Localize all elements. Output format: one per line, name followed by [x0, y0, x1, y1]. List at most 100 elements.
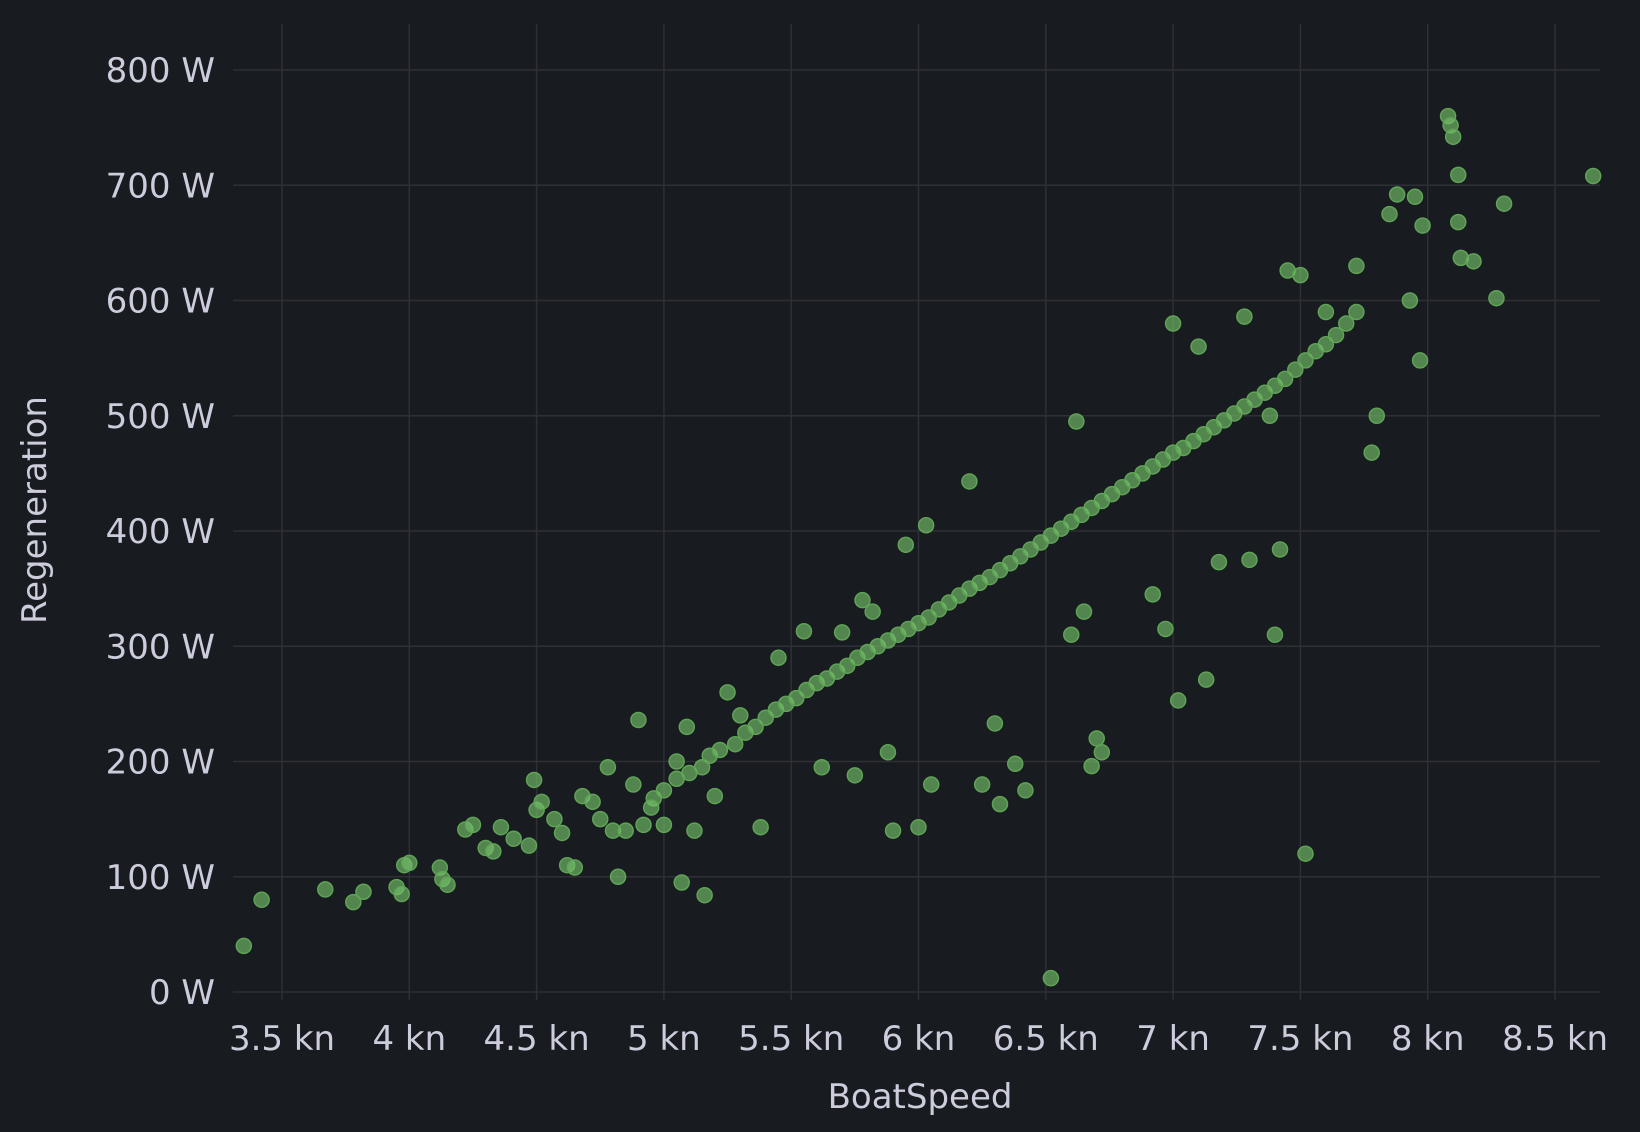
scatter-point[interactable] — [1292, 266, 1309, 284]
scatter-point[interactable] — [1450, 213, 1467, 231]
scatter-point[interactable] — [1190, 338, 1207, 355]
scatter-point[interactable] — [655, 782, 673, 799]
scatter-point[interactable] — [770, 649, 787, 667]
scatter-point[interactable] — [1327, 326, 1345, 344]
scatter-point[interactable] — [854, 591, 871, 609]
scatter-point[interactable] — [235, 937, 253, 955]
scatter-point[interactable] — [1169, 692, 1187, 709]
scatter-point[interactable] — [1093, 744, 1111, 761]
scatter-point[interactable] — [1414, 217, 1431, 234]
scatter-point[interactable] — [1236, 308, 1253, 325]
scatter-point[interactable] — [592, 810, 609, 828]
scatter-point[interactable] — [1068, 413, 1085, 430]
scatter-point[interactable] — [492, 818, 510, 836]
scatter-point[interactable] — [1157, 620, 1174, 638]
scatter-point[interactable] — [1017, 782, 1034, 799]
scatter-point[interactable] — [795, 623, 813, 640]
scatter-point[interactable] — [253, 891, 270, 909]
scatter-point[interactable] — [630, 711, 647, 729]
scatter-point[interactable] — [833, 624, 851, 641]
scatter-point[interactable] — [1271, 541, 1289, 558]
scatter-point[interactable] — [655, 816, 673, 834]
scatter-point[interactable] — [1276, 370, 1294, 388]
scatter-point[interactable] — [1411, 352, 1429, 369]
scatter-point[interactable] — [1287, 361, 1304, 378]
scatter-point[interactable] — [986, 715, 1004, 732]
scatter-point[interactable] — [696, 886, 713, 904]
scatter-point[interactable] — [1401, 292, 1419, 309]
scatter-point[interactable] — [1210, 553, 1228, 571]
scatter-point[interactable] — [884, 822, 902, 839]
scatter-point[interactable] — [1584, 167, 1602, 185]
scatter-point[interactable] — [1465, 253, 1482, 270]
scatter-point[interactable] — [1368, 407, 1386, 424]
scatter-point[interactable] — [1406, 188, 1424, 206]
scatter-point[interactable] — [1083, 757, 1100, 775]
scatter-point[interactable] — [813, 759, 831, 776]
scatter-point[interactable] — [686, 822, 703, 839]
scatter-point[interactable] — [1348, 257, 1365, 275]
scatter-point[interactable] — [1088, 730, 1105, 747]
scatter-point[interactable] — [922, 776, 940, 793]
scatter-point[interactable] — [1450, 166, 1467, 184]
scatter-point[interactable] — [711, 741, 729, 759]
scatter-point[interactable] — [1488, 289, 1505, 307]
scatter-point[interactable] — [553, 824, 571, 842]
scatter-point[interactable] — [897, 536, 915, 554]
scatter-point[interactable] — [1261, 407, 1279, 424]
scatter-point[interactable] — [1381, 205, 1398, 223]
scatter-point[interactable] — [910, 818, 927, 836]
scatter-point[interactable] — [752, 818, 769, 836]
scatter-point[interactable] — [1317, 303, 1335, 321]
scatter-point[interactable] — [355, 883, 372, 900]
scatter-point[interactable] — [668, 753, 685, 770]
scatter-point[interactable] — [584, 793, 601, 811]
scatter-point[interactable] — [719, 684, 736, 701]
scatter-point[interactable] — [961, 473, 978, 490]
scatter-point[interactable] — [1495, 195, 1513, 212]
scatter-point[interactable] — [747, 718, 764, 736]
scatter-point[interactable] — [991, 795, 1009, 813]
scatter-point[interactable] — [401, 854, 418, 872]
scatter-point[interactable] — [525, 771, 543, 789]
scatter-point[interactable] — [1006, 755, 1024, 773]
scatter-point[interactable] — [917, 516, 935, 534]
scatter-point[interactable] — [673, 874, 690, 891]
scatter-point[interactable] — [439, 876, 456, 894]
scatter-point[interactable] — [706, 787, 724, 805]
scatter-point[interactable] — [732, 707, 749, 724]
scatter-point[interactable] — [1444, 128, 1462, 146]
scatter-point[interactable] — [317, 881, 334, 898]
scatter-point[interactable] — [1197, 671, 1215, 688]
scatter-point[interactable] — [1388, 186, 1406, 203]
scatter-point[interactable] — [505, 830, 522, 847]
scatter-point[interactable] — [485, 843, 502, 860]
scatter-point[interactable] — [1075, 603, 1093, 620]
scatter-point[interactable] — [879, 744, 897, 761]
scatter-point[interactable] — [617, 822, 634, 839]
scatter-point[interactable] — [566, 859, 584, 876]
scatter-point[interactable] — [546, 810, 563, 828]
scatter-point[interactable] — [1317, 336, 1335, 353]
scatter-point[interactable] — [1363, 444, 1380, 461]
scatter-point[interactable] — [642, 799, 660, 816]
scatter-point[interactable] — [599, 759, 617, 776]
scatter-point[interactable] — [1241, 551, 1258, 569]
scatter-point[interactable] — [1063, 626, 1080, 643]
scatter-point[interactable] — [625, 776, 642, 793]
scatter-point[interactable] — [1297, 845, 1314, 862]
scatter-point[interactable] — [1042, 969, 1060, 987]
scatter-point[interactable] — [678, 718, 696, 736]
scatter-point[interactable] — [1164, 315, 1182, 332]
scatter-point[interactable] — [533, 793, 550, 811]
scatter-point[interactable] — [1297, 352, 1314, 369]
scatter-point[interactable] — [464, 816, 482, 834]
scatter-point[interactable] — [693, 759, 711, 776]
scatter-point[interactable] — [1348, 303, 1365, 321]
scatter-point[interactable] — [609, 868, 627, 885]
scatter-point[interactable] — [846, 767, 864, 784]
scatter-point[interactable] — [393, 885, 410, 903]
scatter-point[interactable] — [1337, 315, 1355, 332]
scatter-point[interactable] — [1266, 626, 1284, 643]
scatter-point[interactable] — [864, 603, 881, 620]
